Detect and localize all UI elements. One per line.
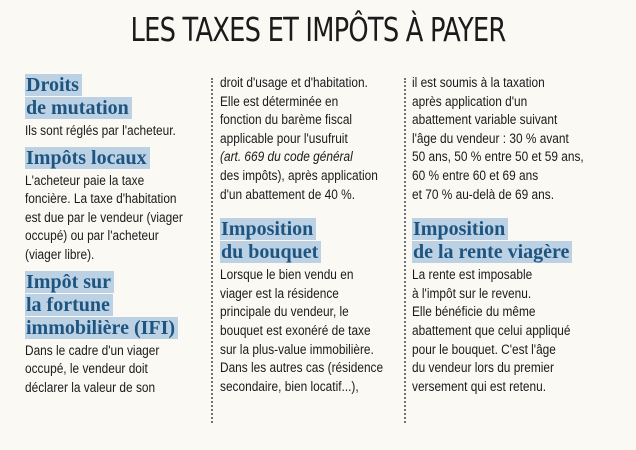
text-line: (viager libre). [25, 246, 95, 262]
text-line: versement qui est retenu. [412, 378, 547, 394]
text-line: foncière. La taxe d'habitation [25, 191, 177, 207]
heading-line: immobilière (IFI) [25, 316, 179, 339]
section-heading-imposition-de-la-rente: Imposition de la rente viagère [412, 218, 612, 264]
section-body-imposition-du-bouquet: Lorsque le bien vendu en viager est la r… [220, 266, 384, 396]
text-line: 60 % entre 60 et 69 ans [412, 167, 539, 183]
section-body-ifi: Dans le cadre d'un viager occupé, le ven… [25, 342, 183, 398]
section-body-bouquet-continued: il est soumis à la taxation après applic… [412, 74, 588, 204]
column-separator [404, 78, 406, 423]
text-line: viager est la résidence [220, 285, 339, 301]
heading-line: de mutation [25, 97, 132, 119]
text-line: occupé) ou par l'acheteur [25, 228, 159, 244]
heading-line: Impôts locaux [25, 146, 150, 169]
text-line: 50 ans, 50 % entre 50 et 59 ans, [412, 149, 584, 165]
text-line: à l'impôt sur le revenu. [412, 285, 532, 301]
section-heading-ifi: Impôt sur la fortune immobilière (IFI) [25, 270, 205, 340]
heading-line: de la rente viagère [412, 241, 573, 264]
heading-line: Droits [25, 74, 82, 96]
text-line: l'âge du vendeur : 30 % avant [412, 130, 569, 146]
text-line: Dans les autres cas (résidence [220, 360, 384, 376]
text-line: Elle est déterminée en [220, 93, 339, 109]
text-line: pour le bouquet. C'est l'âge [412, 341, 556, 357]
column-1: Droits de mutation Ils sont réglés par l… [25, 74, 205, 397]
column-3: il est soumis à la taxation après applic… [412, 74, 612, 396]
text-line: sur la plus-value immobilière. [220, 341, 374, 357]
text-line: abattement que celui appliqué [412, 322, 571, 338]
text-line: et 70 % au-delà de 69 ans. [412, 186, 555, 202]
text-line: il est soumis à la taxation [412, 75, 545, 90]
text-line: après application d'un [412, 93, 528, 109]
text-line: des impôts), après application [220, 167, 378, 183]
text-line: fonction du barème fiscal [220, 112, 353, 128]
page-title: LES TAXES ET IMPÔTS À PAYER [130, 10, 507, 49]
text-line: La rente est imposable [412, 267, 533, 283]
heading-line: du bouquet [220, 241, 322, 264]
text-line: abattement variable suivant [412, 112, 558, 128]
text-line: Lorsque le bien vendu en [220, 267, 354, 283]
section-heading-imposition-du-bouquet: Imposition du bouquet [220, 218, 396, 264]
section-body-imposition-de-la-rente: La rente est imposable à l'impôt sur le … [412, 266, 588, 396]
column-2: droit d'usage et d'habitation. Elle est … [220, 74, 396, 396]
text-line: occupé, le vendeur doit [25, 361, 148, 377]
text-line: principale du vendeur, le [220, 304, 349, 320]
text-line: secondaire, bien locatif...), [220, 378, 359, 394]
text-line: Ils sont réglés par l'acheteur. [25, 123, 176, 138]
section-body-impots-locaux: L'acheteur paie la taxe foncière. La tax… [25, 172, 183, 265]
text-line: déclarer la valeur de son [25, 379, 156, 395]
heading-line: Imposition [220, 218, 317, 241]
text-line: applicable pour l'usufruit [220, 130, 348, 146]
column-separator [211, 78, 213, 423]
section-body-droits-de-mutation: Ils sont réglés par l'acheteur. [25, 122, 183, 141]
text-line-italic: (art. 669 du code général [220, 149, 353, 165]
heading-line: Impôt sur [25, 270, 115, 293]
text-line: bouquet est exonéré de taxe [220, 322, 371, 338]
section-heading-droits-de-mutation: Droits de mutation [25, 74, 205, 120]
text-line: du vendeur lors du premier [412, 360, 554, 376]
section-heading-impots-locaux: Impôts locaux [25, 146, 205, 170]
section-body-ifi-continued: droit d'usage et d'habitation. Elle est … [220, 74, 378, 204]
text-line: est due par le vendeur (viager [25, 209, 183, 225]
heading-line: la fortune [25, 293, 113, 316]
text-line: L'acheteur paie la taxe [25, 172, 145, 188]
text-line: Dans le cadre d'un viager [25, 342, 160, 358]
text-line: Elle bénéficie du même [412, 304, 536, 320]
text-line: droit d'usage et d'habitation. [220, 75, 368, 90]
text-line: d'un abattement de 40 %. [220, 186, 356, 202]
heading-line: Imposition [412, 218, 509, 241]
